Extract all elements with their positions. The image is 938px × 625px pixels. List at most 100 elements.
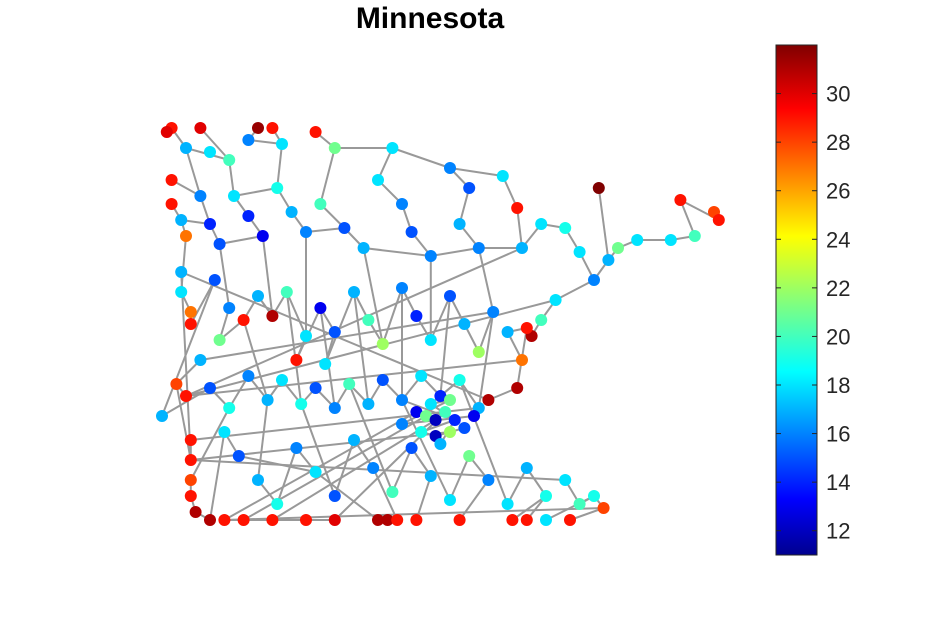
graph-edge (392, 147, 451, 169)
graph-node (372, 514, 384, 526)
graph-edge (458, 187, 471, 225)
graph-node (468, 410, 480, 422)
graph-node (520, 462, 533, 474)
graph-node (396, 394, 408, 406)
graph-node (549, 294, 562, 306)
graph-node (266, 310, 279, 322)
colorbar-gradient (775, 44, 818, 556)
graph-node (535, 314, 548, 326)
graph-node (184, 474, 197, 486)
graph-node (506, 514, 519, 526)
graph-edge (319, 307, 336, 409)
graph-edge (175, 383, 192, 461)
graph-node (252, 290, 264, 302)
graph-node (175, 266, 188, 278)
graph-node (472, 346, 485, 358)
graph-edge (597, 187, 610, 261)
graph-edge (285, 291, 303, 405)
graph-node (396, 282, 408, 294)
graph-node (232, 450, 245, 462)
graph-node (261, 394, 274, 406)
graph-edge (199, 127, 230, 161)
graph-edge (185, 247, 523, 397)
graph-edge (276, 447, 298, 505)
colorbar-tick-label: 18 (826, 373, 850, 398)
graph-node (314, 198, 327, 210)
graph-node (300, 330, 312, 342)
graph-node (674, 194, 687, 206)
graph-node (434, 390, 447, 402)
graph-node (276, 374, 288, 386)
chart-title: Minnesota (356, 2, 505, 35)
graph-node (424, 250, 437, 262)
graph-node (194, 190, 207, 202)
graph-node (252, 474, 264, 486)
colorbar-tick-label: 24 (826, 227, 850, 252)
graph-node (160, 126, 173, 138)
graph-edge (218, 243, 231, 309)
graph-edge (545, 495, 595, 521)
graph-node (218, 426, 231, 438)
graph-node (573, 246, 586, 258)
graph-edge (233, 187, 278, 197)
graph-node (218, 514, 231, 526)
graph-node (271, 498, 284, 510)
graph-node (208, 274, 221, 286)
graph-edge (228, 159, 235, 197)
graph-node (602, 254, 615, 266)
graph-edge (430, 379, 461, 405)
graph-edge (285, 291, 307, 337)
graph-edge (353, 291, 370, 405)
graph-node (280, 286, 293, 298)
graph-node (184, 434, 197, 446)
graph-edge (228, 375, 250, 409)
plot-area (156, 122, 725, 526)
graph-node (165, 198, 178, 210)
graph-nodes (156, 122, 725, 526)
colorbar-tick-label: 16 (826, 422, 850, 447)
colorbar-tick-label: 12 (826, 519, 850, 544)
colorbar-tick-label: 30 (826, 82, 850, 107)
graph-edge (679, 199, 696, 237)
graph-node (496, 170, 509, 182)
graph-node (309, 126, 322, 138)
graph-node (458, 422, 471, 434)
graph-edge (449, 167, 503, 177)
graph-node (184, 490, 197, 502)
graph-node (444, 394, 456, 406)
graph-node (276, 138, 288, 150)
graph-node (564, 514, 576, 526)
graph-node (453, 514, 466, 526)
graph-edge (372, 467, 399, 521)
colorbar-tick-label: 14 (826, 470, 850, 495)
graph-node (391, 514, 404, 526)
graph-node (429, 414, 442, 426)
graph-node (309, 382, 322, 394)
graph-node (252, 122, 264, 134)
graph-node (223, 402, 236, 414)
graph-node (300, 514, 312, 526)
graph-edge (180, 271, 192, 461)
graph-node (357, 242, 370, 254)
graph-edge (430, 247, 479, 257)
graph-node (271, 182, 284, 194)
graph-node (520, 514, 533, 526)
graph-node (612, 242, 624, 254)
graph-node (194, 122, 207, 134)
graph-node (165, 174, 178, 186)
graph-node (242, 210, 255, 222)
graph-node (415, 426, 428, 438)
graph-node (362, 314, 375, 326)
graph-node (386, 142, 399, 154)
graph-edge (429, 295, 451, 341)
graph-node (204, 146, 216, 158)
colorbar-tick-label: 28 (826, 130, 850, 155)
graph-node (242, 370, 255, 382)
graph-edge (516, 207, 523, 249)
graph-node (309, 466, 322, 478)
graph-node (511, 202, 524, 214)
graph-node (381, 514, 394, 526)
graph-node (573, 498, 586, 510)
graph-edge (439, 295, 451, 397)
graph-node (386, 486, 399, 498)
